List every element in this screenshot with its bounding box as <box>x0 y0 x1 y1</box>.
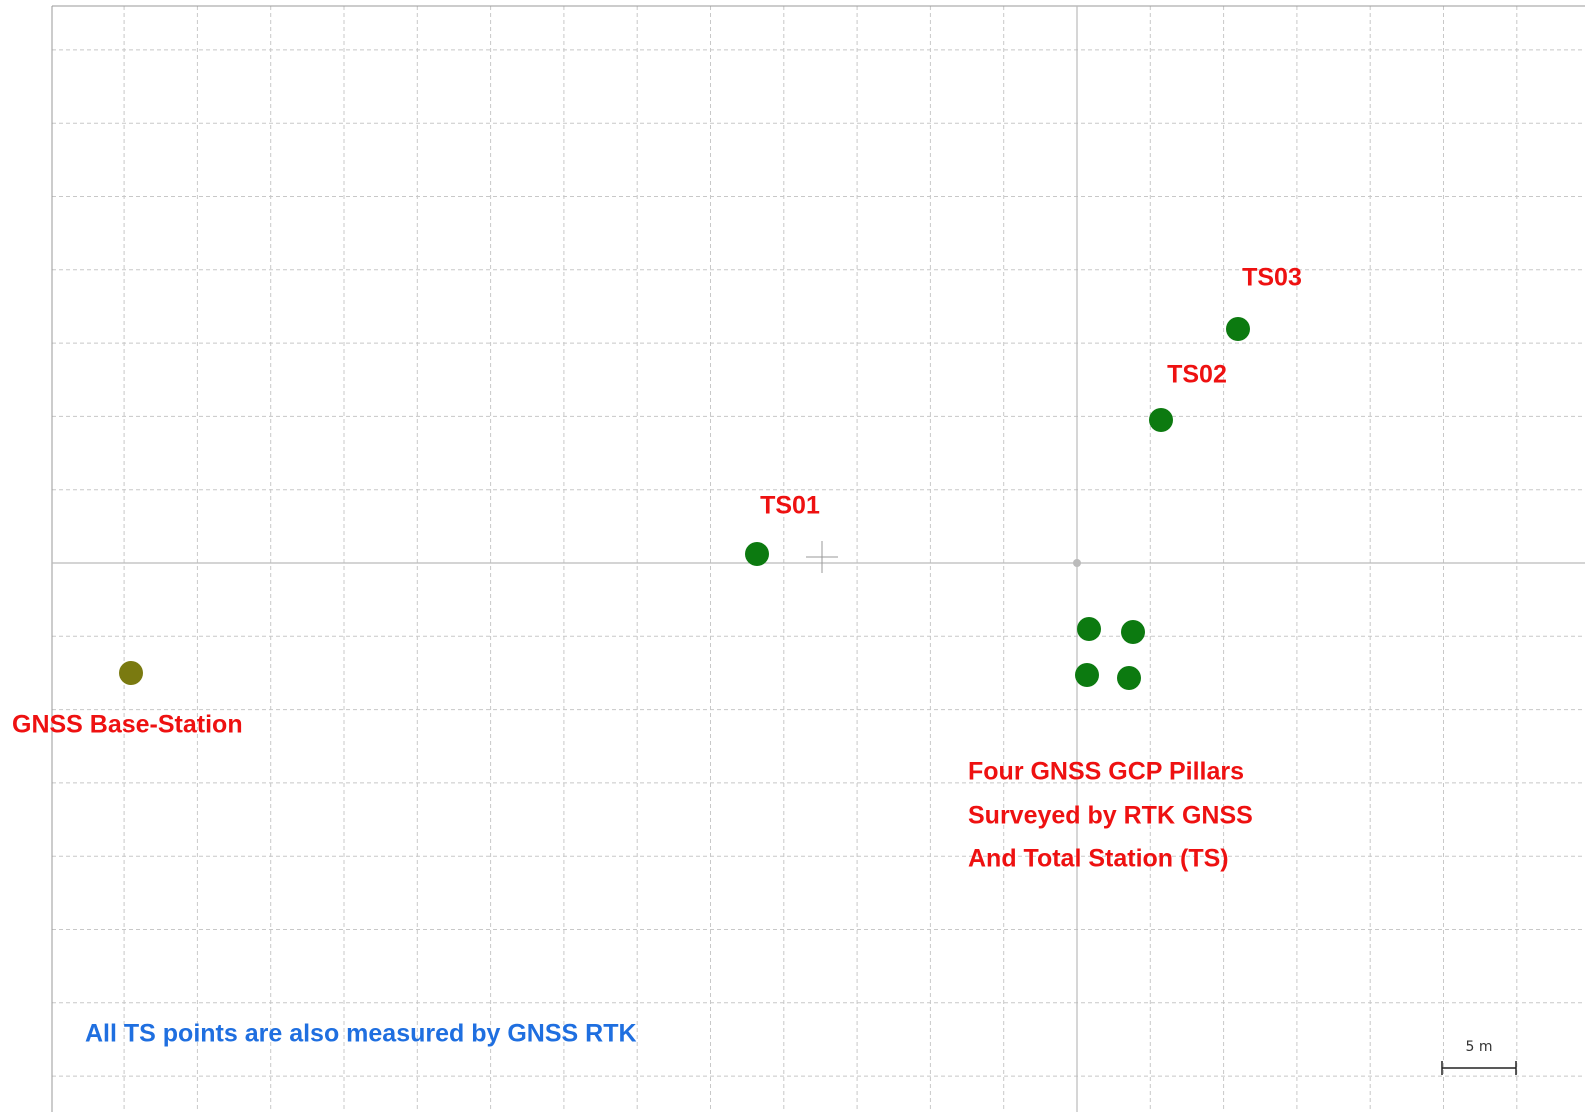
pillar-point <box>1077 617 1101 641</box>
pillars-label: Surveyed by RTK GNSS <box>968 802 1253 830</box>
pillars-label: And Total Station (TS) <box>968 845 1229 873</box>
base-station-point <box>119 661 143 685</box>
crosshair <box>806 541 838 573</box>
grid <box>52 6 1585 1112</box>
point-label: TS01 <box>760 492 820 520</box>
ts-point <box>1226 317 1250 341</box>
base-station-label: GNSS Base-Station <box>12 711 243 739</box>
point-label: TS03 <box>1242 264 1302 292</box>
origin-dot <box>1073 559 1081 567</box>
note: All TS points are also measured by GNSS … <box>85 1020 637 1048</box>
pillar-point <box>1117 666 1141 690</box>
ts-point <box>1149 408 1173 432</box>
point-label: TS02 <box>1167 361 1227 389</box>
pillar-point <box>1121 620 1145 644</box>
scale-label: 5 m <box>1466 1039 1493 1055</box>
scale-bar <box>1441 1061 1517 1075</box>
ts-point <box>745 542 769 566</box>
pillar-point <box>1075 663 1099 687</box>
pillars-label: Four GNSS GCP Pillars <box>968 758 1244 786</box>
